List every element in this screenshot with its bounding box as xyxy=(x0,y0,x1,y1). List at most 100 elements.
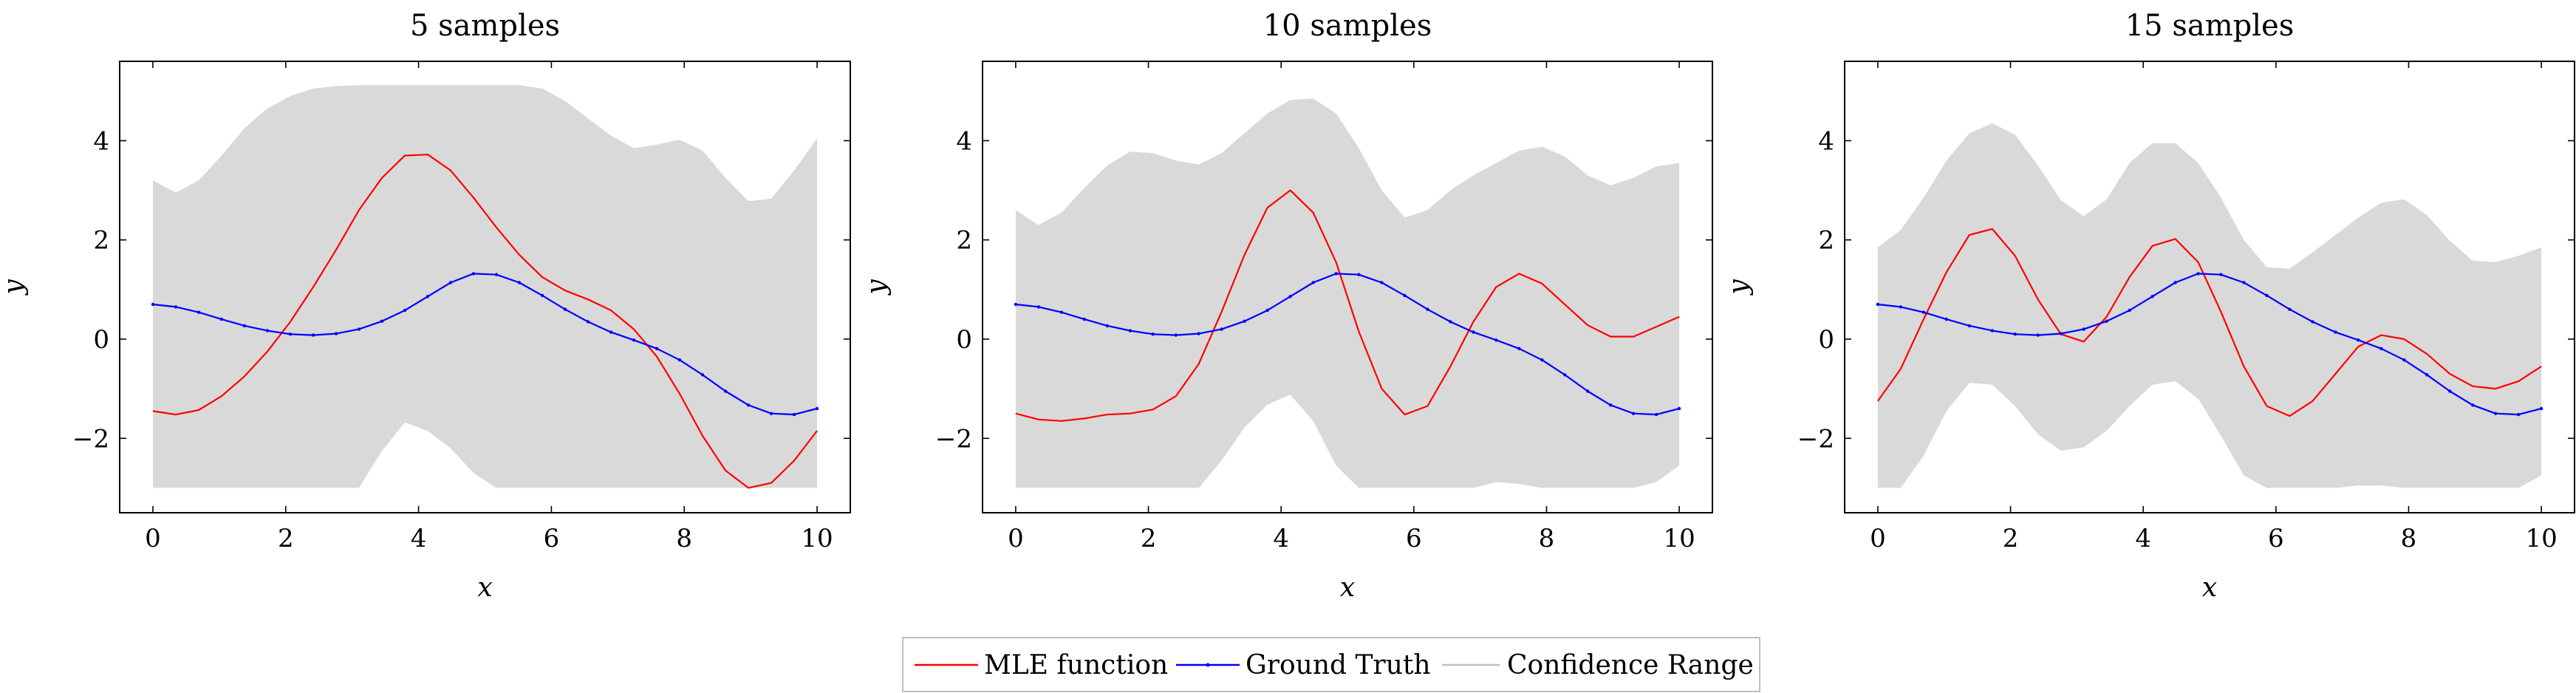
ground-truth-point xyxy=(815,406,819,411)
ground-truth-point xyxy=(2311,320,2314,324)
y-tick-label: 0 xyxy=(956,325,972,355)
x-tick-label: 8 xyxy=(2401,524,2417,553)
ground-truth-point xyxy=(1288,295,1292,298)
ground-truth-point xyxy=(1220,327,1223,331)
ground-truth-point xyxy=(197,310,201,314)
x-tick-label: 4 xyxy=(1273,524,1289,553)
ground-truth-line xyxy=(152,273,818,416)
ground-truth-point xyxy=(563,307,567,311)
ground-truth-point xyxy=(1151,332,1155,336)
ground-truth-point xyxy=(2379,346,2383,350)
ground-truth-point xyxy=(1472,330,1475,334)
ground-truth-line xyxy=(1015,273,1680,416)
axes-frame xyxy=(1844,61,2575,513)
x-tick-label: 4 xyxy=(411,524,427,553)
ground-truth-point xyxy=(1540,358,1544,362)
y-tick-label: −2 xyxy=(1797,424,1834,454)
ground-truth-point xyxy=(334,332,338,335)
ground-truth-point xyxy=(311,333,315,337)
ground-truth-point xyxy=(1449,320,1452,324)
ground-truth-point xyxy=(2493,412,2498,415)
ground-truth-point xyxy=(1014,302,1018,307)
x-tick-label: 0 xyxy=(1008,524,1024,553)
ground-truth-point xyxy=(242,324,247,328)
ground-truth-point xyxy=(448,281,453,284)
ground-truth-point xyxy=(1197,332,1200,335)
ground-truth-point xyxy=(1944,317,1948,321)
ground-truth-point xyxy=(2173,281,2177,284)
subplots: 0 2 4 6 8 10 −2 0 2 4 5 samples x y 0 2 4 6 8 10 −2 0 2 4 10 sa… xyxy=(0,9,2575,603)
ground-truth-point xyxy=(609,330,613,334)
ground-truth-point xyxy=(2516,412,2521,417)
ground-truth-point xyxy=(586,320,590,324)
ground-truth-point xyxy=(792,412,796,417)
ground-truth-point xyxy=(746,403,751,407)
ground-truth-point xyxy=(151,302,155,307)
ground-truth-point xyxy=(517,281,522,284)
ground-truth-point xyxy=(700,373,705,377)
ground-truth-point xyxy=(471,272,476,276)
ground-truth-point xyxy=(174,305,178,309)
ground-truth-point xyxy=(1990,329,1994,332)
legend-box xyxy=(902,637,1760,692)
ground-truth-point xyxy=(1517,346,1521,350)
ground-truth-point xyxy=(1243,319,1246,323)
x-tick-label: 8 xyxy=(676,524,692,553)
ground-truth-point xyxy=(1967,324,1971,328)
ground-truth-point xyxy=(1059,310,1064,314)
y-axis-label: y xyxy=(1723,279,1754,296)
ground-truth-point xyxy=(1586,389,1590,393)
x-axis-label: x xyxy=(1340,573,1355,603)
y-tick-label: 4 xyxy=(1818,126,1834,156)
ground-truth-point xyxy=(1357,273,1361,276)
x-tick-label: 10 xyxy=(1663,524,1695,553)
confidence-band xyxy=(1015,98,1680,488)
ground-truth-point xyxy=(2242,281,2246,284)
ground-truth-point xyxy=(1082,317,1087,321)
x-tick-label: 8 xyxy=(1539,524,1555,553)
legend-truth-label: Ground Truth xyxy=(1246,650,1431,680)
y-tick-label: 4 xyxy=(956,126,972,156)
y-tick-label: −2 xyxy=(935,424,972,454)
subplot-2: 0 2 4 6 8 10 −2 0 2 4 10 samples x y xyxy=(861,9,1713,603)
x-tick-label: 10 xyxy=(2525,524,2557,553)
ground-truth-point xyxy=(540,293,544,298)
legend-mle-label: MLE function xyxy=(984,650,1168,680)
ground-truth-point xyxy=(2082,327,2085,331)
x-axis-label: x xyxy=(477,573,492,603)
ground-truth-point xyxy=(2013,332,2017,336)
axes-frame xyxy=(982,61,1713,513)
ground-truth-point xyxy=(1174,333,1178,337)
ground-truth-point xyxy=(1563,373,1567,377)
ground-truth-line xyxy=(1877,273,2542,416)
ground-truth-point xyxy=(357,327,361,331)
y-axis-label: y xyxy=(861,279,892,296)
legend: MLE function Ground Truth Confidence Ran… xyxy=(902,637,1760,692)
ground-truth-point xyxy=(2150,295,2154,298)
ground-truth-point xyxy=(1403,293,1407,298)
ground-truth-point xyxy=(380,319,384,323)
x-tick-label: 6 xyxy=(1406,524,1422,553)
legend-confidence-label: Confidence Range xyxy=(1507,650,1754,680)
ground-truth-point xyxy=(2128,308,2131,313)
confidence-band xyxy=(1877,123,2542,488)
y-tick-label: 4 xyxy=(93,126,109,156)
y-axis-label: y xyxy=(0,279,29,296)
x-tick-label: 0 xyxy=(145,524,161,553)
subplot-title: 10 samples xyxy=(1263,9,1432,43)
ground-truth-point xyxy=(1631,412,1636,415)
ground-truth-point xyxy=(1311,281,1315,284)
ground-truth-point xyxy=(1334,272,1338,276)
ground-truth-point xyxy=(2288,307,2292,311)
mle-line xyxy=(1877,228,2542,417)
ground-truth-point xyxy=(2265,293,2269,298)
x-tick-label: 10 xyxy=(801,524,833,553)
ground-truth-point xyxy=(1899,305,1903,309)
y-tick-label: 2 xyxy=(93,226,109,256)
x-tick-label: 4 xyxy=(2135,524,2151,553)
ground-truth-point xyxy=(1921,310,1926,314)
ground-truth-point xyxy=(219,317,224,321)
subplot-title: 15 samples xyxy=(2125,9,2295,43)
ground-truth-point xyxy=(1876,302,1880,307)
